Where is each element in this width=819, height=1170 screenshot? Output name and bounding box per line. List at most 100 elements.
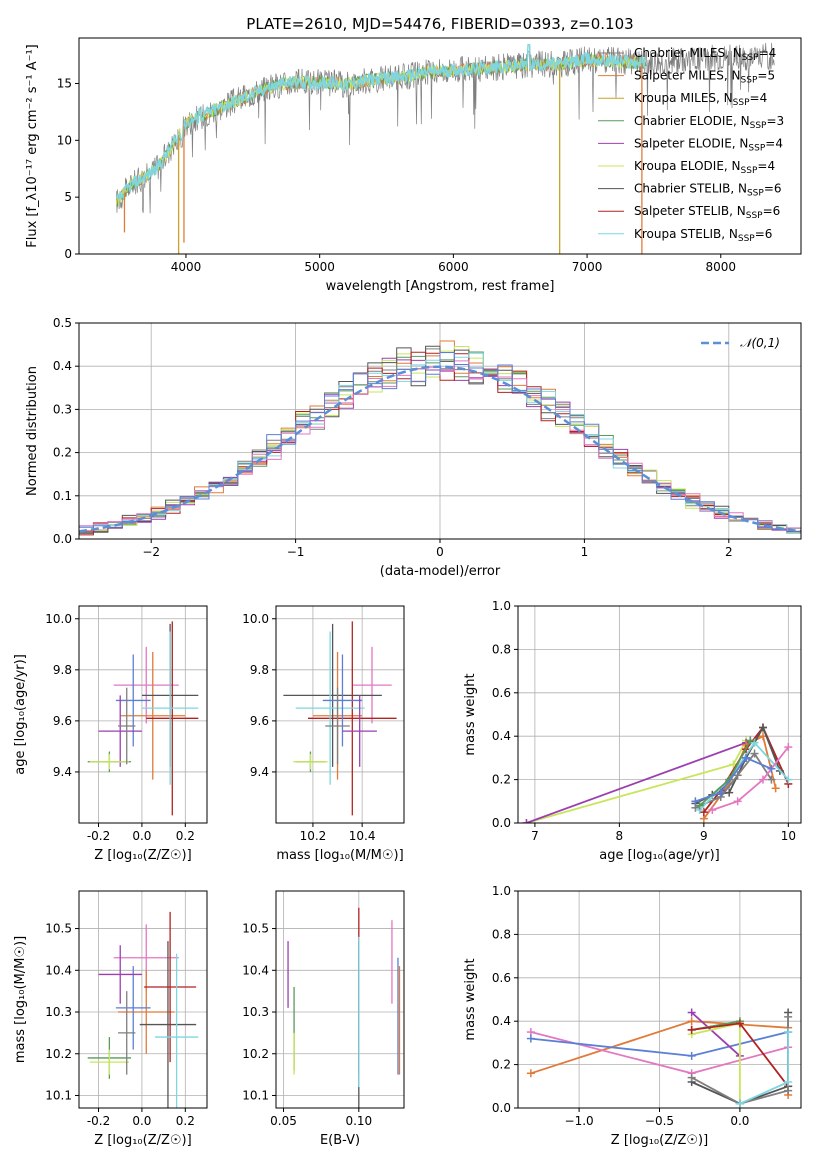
plus-marker [733, 797, 742, 806]
plus-marker [695, 801, 704, 810]
errorbar-point [98, 945, 142, 1004]
series-kroupa-stelib [735, 1028, 793, 1108]
plot-area [79, 340, 801, 536]
figure-title: PLATE=2610, MJD=54476, FIBERID=0393, z=0… [246, 15, 633, 33]
normal-distribution-curve [79, 365, 801, 533]
x-tick-label: 6000 [438, 260, 469, 274]
age-vs-mass-panel: 10.2 10.4 9.4 9.6 9.8 10.0 mass [log₁₀(M/M☉)] [242, 605, 405, 863]
errorbar-point [146, 621, 199, 816]
legend-label-main: Salpeter STELIB, N [634, 204, 746, 218]
plus-marker [735, 1099, 744, 1108]
y-axis-label: Flux [f_λ10⁻¹⁷ erg cm⁻² s⁻¹ A⁻¹] [25, 44, 40, 248]
series-line [695, 756, 772, 803]
y-tick-label: 15 [57, 76, 72, 90]
legend-label: Chabrier ELODIE, NSSP=3 [634, 114, 784, 131]
errorbar-point [283, 623, 382, 767]
x-tick-label: -0.2 [87, 829, 110, 843]
errorbar-point [120, 651, 186, 780]
y-tick-label: 10.2 [45, 1047, 72, 1061]
y-tick-label: 0.5 [53, 316, 72, 330]
legend-label-tail: =4 [757, 159, 775, 173]
axes-frame [275, 890, 405, 1109]
plus-marker [733, 771, 742, 780]
errorbar-point [115, 654, 151, 747]
legend-label-main: Chabrier ELODIE, N [634, 114, 750, 128]
legend-label-sub: SSP [741, 76, 758, 86]
axes-frame [78, 37, 802, 255]
x-tick-label: −0.5 [645, 1114, 674, 1128]
errorbar-point [115, 966, 151, 1050]
x-tick-label: −1.0 [565, 1114, 594, 1128]
x-axis-label: mass [log₁₀(M/M☉)] [276, 848, 403, 863]
y-tick-label: 10.3 [45, 1005, 72, 1019]
legend-label-main: Kroupa STELIB, N [634, 227, 738, 241]
errorbar-point [352, 646, 392, 724]
grid [276, 891, 404, 1108]
plus-marker [784, 1077, 793, 1086]
y-tick-label: 0.0 [492, 1101, 511, 1115]
grid [518, 605, 801, 824]
legend-label-tail: =6 [755, 227, 773, 241]
plus-marker [767, 775, 776, 784]
series-chabrier-elodie [687, 1017, 744, 1034]
histogram-blue [79, 352, 801, 532]
y-tick-label: 0.8 [492, 642, 511, 656]
errorbar-point [295, 631, 365, 785]
legend-label-sub: SSP [748, 143, 765, 153]
errorbar-point [118, 687, 136, 765]
legend-label-tail: =3 [766, 114, 784, 128]
x-tick-label: 0.0 [132, 1114, 151, 1128]
errorbar-point [141, 631, 199, 785]
x-tick-label: 8000 [706, 260, 737, 274]
legend-label-tail: =4 [759, 46, 777, 60]
plus-marker [687, 1025, 696, 1034]
legend-label: Kroupa ELODIE, NSSP=4 [634, 159, 775, 176]
y-tick-label: 10.4 [45, 963, 72, 977]
plus-marker [725, 788, 734, 797]
legend-label-tail: =4 [765, 136, 783, 150]
y-tick-label: 9.4 [250, 765, 269, 779]
legend-label-main: Kroupa MILES, N [634, 91, 733, 105]
y-tick-label: 0 [64, 247, 72, 261]
x-tick-label: 0.0 [132, 829, 151, 843]
y-tick-label: 0.6 [492, 971, 511, 985]
legend-label-sub: SSP [741, 166, 758, 176]
plot-area [522, 723, 793, 823]
plus-marker [746, 736, 755, 745]
plus-marker [742, 753, 751, 762]
plus-marker [526, 1069, 535, 1078]
legend-label-main: Chabrier STELIB, N [634, 182, 747, 196]
y-tick-label: 1.0 [492, 884, 511, 898]
y-tick-label: 0.4 [53, 359, 72, 373]
grid [79, 891, 207, 1108]
legend-label: 𝒩(0,1) [740, 336, 780, 350]
plus-marker [784, 1086, 793, 1095]
errorbar-point [89, 1049, 129, 1075]
legend-label: Kroupa MILES, NSSP=4 [634, 91, 767, 108]
x-tick-label: 0.05 [270, 1114, 297, 1128]
y-tick-label: 0.0 [492, 816, 511, 830]
grid [518, 890, 801, 1109]
x-tick-label: −1 [287, 545, 305, 559]
series-line [691, 1011, 741, 1057]
x-tick-label: 0 [436, 545, 444, 559]
x-tick-label: -0.2 [87, 1114, 110, 1128]
y-tick-label: 0.2 [492, 1058, 511, 1072]
x-tick-label: 7000 [572, 260, 603, 274]
x-tick-label: 10 [781, 829, 796, 843]
axes-frame [78, 890, 208, 1109]
legend-label: Kroupa STELIB, NSSP=6 [634, 227, 772, 244]
legend-label-main: Chabrier MILES, N [634, 46, 742, 60]
errorbar-point [118, 970, 175, 1054]
series-pink [708, 743, 793, 814]
y-tick-label: 10.3 [242, 1005, 269, 1019]
axes-frame [517, 605, 802, 824]
x-axis-label: (data-model)/error [380, 564, 501, 579]
plus-marker [784, 1028, 793, 1037]
y-axis-label: age [log₁₀(age/yr)] [13, 654, 28, 775]
x-tick-label: 5000 [304, 260, 335, 274]
y-tick-label: 0.2 [492, 773, 511, 787]
x-tick-label: 9 [700, 829, 708, 843]
x-tick-label: 0.2 [176, 829, 195, 843]
y-axis-label: mass [log₁₀(M/M☉)] [13, 936, 28, 1063]
